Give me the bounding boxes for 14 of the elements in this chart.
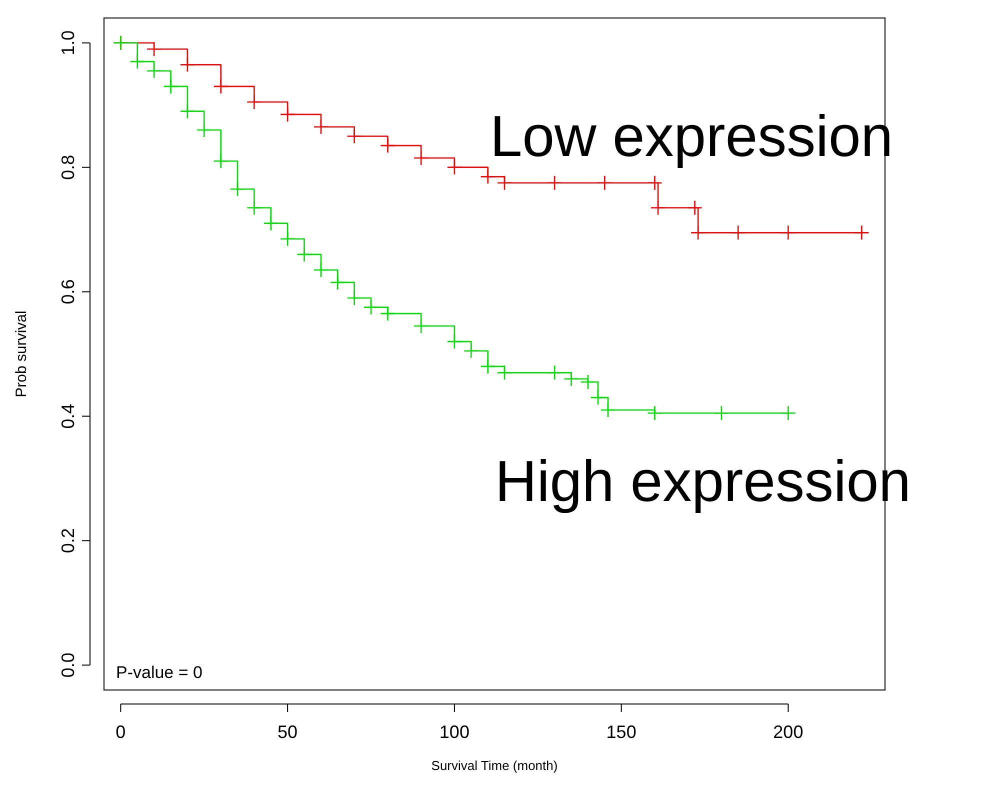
y-tick-label: 0.6	[58, 279, 78, 304]
y-axis-title: Prob survival	[13, 310, 30, 398]
y-tick-label: 1.0	[58, 30, 78, 56]
y-tick-label: 0.2	[58, 528, 78, 554]
x-tick-label: 50	[278, 722, 298, 742]
y-tick-label: 0.0	[58, 652, 78, 678]
x-tick-label: 0	[116, 722, 126, 742]
x-axis-title: Survival Time (month)	[431, 758, 558, 773]
y-tick-label: 0.8	[58, 154, 78, 180]
annotation: P-value = 0	[116, 663, 202, 682]
x-tick-label: 100	[439, 722, 470, 742]
x-tick-label: 150	[606, 722, 636, 742]
x-tick-label: 200	[773, 722, 804, 742]
y-tick-label: 0.4	[58, 404, 78, 429]
